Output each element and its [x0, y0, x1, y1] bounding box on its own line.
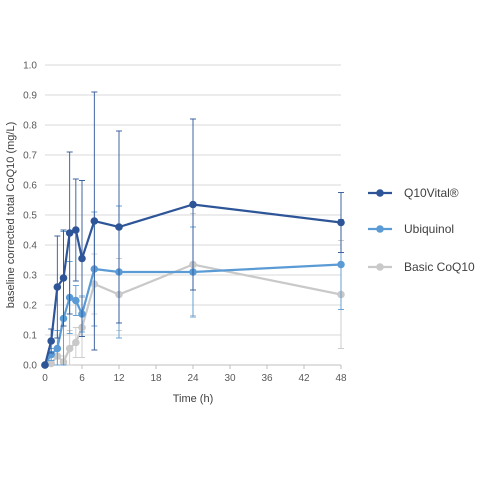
data-point	[65, 344, 74, 353]
data-point	[72, 338, 80, 347]
series-0	[41, 91, 345, 369]
x-tick-label: 24	[187, 373, 199, 384]
y-tick-label: 0.0	[23, 361, 37, 372]
x-tick-label: 36	[261, 373, 273, 384]
data-point	[65, 229, 74, 237]
y-tick-label: 1.0	[23, 61, 37, 72]
data-point	[90, 217, 99, 225]
legend-label: Basic CoQ10	[404, 260, 475, 274]
y-tick-label: 0.2	[23, 301, 37, 312]
y-tick-label: 0.1	[23, 331, 37, 342]
legend-item-1: Ubiquinol	[368, 222, 454, 236]
legend: Q10Vital® Ubiquinol Basic CoQ10	[368, 186, 475, 274]
x-tick-label: 12	[113, 373, 125, 384]
data-point	[53, 283, 62, 291]
x-axis-label: Time (h)	[173, 393, 214, 405]
x-tick-label: 6	[79, 373, 85, 384]
x-tick-label: 42	[298, 373, 310, 384]
y-tick-label: 0.7	[23, 151, 37, 162]
legend-label: Q10Vital®	[404, 186, 459, 200]
data-point	[59, 274, 68, 282]
y-tick-label: 0.3	[23, 271, 37, 282]
x-tick-label: 18	[150, 373, 162, 384]
legend-item-2: Basic CoQ10	[368, 260, 475, 274]
y-tick-label: 0.4	[23, 241, 37, 252]
y-tick-label: 0.8	[23, 121, 37, 132]
data-point	[337, 260, 345, 269]
x-tick-label: 30	[224, 373, 236, 384]
y-tick-label: 0.6	[23, 181, 37, 192]
data-point	[72, 296, 80, 305]
y-tick-labels: 0.0 0.1 0.2 0.3 0.4 0.5 0.6 0.7 0.8 0.9 1.0	[23, 61, 37, 372]
x-tick-labels: 0 6 12 18 24 30 36 42 48	[42, 373, 347, 384]
y-tick-label: 0.5	[23, 211, 37, 222]
legend-marker	[376, 225, 384, 233]
data-point	[72, 226, 80, 234]
plot-area	[41, 91, 345, 369]
data-point	[47, 337, 55, 345]
axes	[44, 364, 342, 369]
legend-label: Ubiquinol	[404, 222, 454, 236]
data-point	[115, 223, 123, 231]
data-point	[47, 359, 55, 368]
legend-marker	[376, 189, 384, 197]
data-point	[53, 344, 62, 353]
y-tick-label: 0.9	[23, 91, 37, 102]
legend-item-0: Q10Vital®	[368, 186, 459, 200]
y-axis-label: baseline corrected total CoQ10 (mg/L)	[5, 122, 17, 308]
data-point	[78, 254, 86, 263]
legend-marker	[376, 263, 384, 271]
data-point	[189, 200, 197, 209]
data-point	[337, 218, 345, 227]
x-tick-label: 48	[335, 373, 347, 384]
data-point	[41, 361, 49, 369]
x-tick-label: 0	[42, 373, 48, 384]
